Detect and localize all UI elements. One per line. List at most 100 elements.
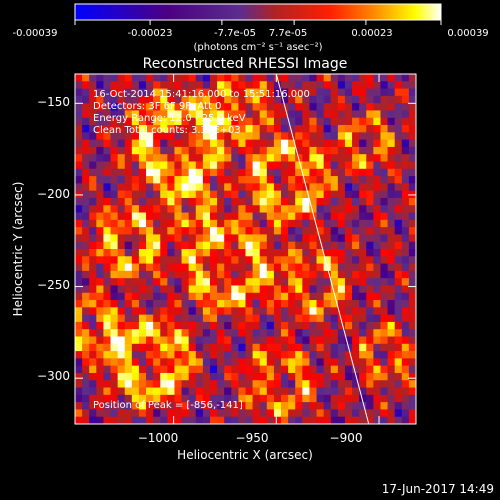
heatmap-cell (344, 292, 353, 301)
heatmap-cell (401, 372, 410, 381)
heatmap-cell (238, 314, 247, 323)
heatmap-cell (245, 351, 254, 359)
heatmap-cell (387, 132, 396, 141)
heatmap-cell (309, 81, 318, 90)
heatmap-cell (288, 146, 296, 155)
heatmap-cell (146, 409, 154, 418)
heatmap-cell (188, 402, 197, 411)
heatmap-cell (138, 336, 147, 345)
heatmap-cell (160, 394, 168, 403)
heatmap-cell (288, 321, 296, 330)
heatmap-cell (231, 234, 239, 243)
heatmap-cell (195, 300, 204, 308)
heatmap-cell (103, 343, 112, 352)
heatmap-cell (174, 314, 183, 323)
heatmap-cell (245, 161, 254, 170)
heatmap-cell (323, 146, 332, 155)
heatmap-cell (309, 416, 318, 424)
heatmap-cell (359, 372, 367, 381)
heatmap-cell (209, 343, 218, 352)
heatmap-cell (82, 314, 90, 323)
heatmap-cell (330, 88, 339, 97)
heatmap-cell (181, 358, 190, 367)
heatmap-cell (394, 300, 403, 308)
heatmap-cell (96, 139, 105, 148)
heatmap-cell (160, 409, 168, 418)
heatmap-cell (89, 139, 97, 148)
heatmap-cell (117, 358, 126, 367)
heatmap-cell (146, 394, 154, 403)
heatmap-cell (316, 190, 325, 199)
heatmap-cell (387, 125, 396, 133)
heatmap-cell (82, 343, 90, 352)
heatmap-cell (188, 351, 197, 359)
heatmap-cell (153, 117, 161, 126)
heatmap-cell (273, 168, 282, 177)
heatmap-cell (366, 176, 374, 184)
heatmap-cell (103, 110, 112, 119)
heatmap-cell (167, 402, 176, 411)
heatmap-cell (380, 161, 389, 170)
heatmap-cell (273, 227, 282, 236)
heatmap-cell (75, 219, 83, 228)
heatmap-cell (224, 321, 232, 330)
heatmap-cell (188, 307, 197, 316)
heatmap-cell (110, 132, 119, 141)
heatmap-cell (316, 146, 325, 155)
heatmap-cell (124, 300, 133, 308)
heatmap-cell (174, 380, 183, 389)
heatmap-cell (273, 416, 282, 424)
heatmap-cell (245, 168, 254, 177)
heatmap-cell (273, 125, 282, 133)
heatmap-cell (245, 139, 254, 148)
heatmap-cell (82, 190, 90, 199)
heatmap-cell (202, 314, 211, 323)
heatmap-cell (89, 197, 97, 206)
heatmap-cell (89, 95, 97, 104)
heatmap-cell (82, 372, 90, 381)
heatmap-cell (96, 234, 105, 243)
heatmap-cell (245, 219, 254, 228)
heatmap-cell (75, 351, 83, 359)
heatmap-cell (224, 380, 232, 389)
heatmap-cell (96, 402, 105, 411)
heatmap-cell (195, 95, 204, 104)
heatmap-cell (202, 409, 211, 418)
heatmap-cell (259, 190, 268, 199)
heatmap-cell (316, 205, 325, 214)
heatmap-cell (259, 212, 268, 221)
heatmap-cell (231, 183, 239, 192)
heatmap-cell (366, 278, 374, 287)
heatmap-cell (146, 300, 154, 308)
heatmap-cell (82, 161, 90, 170)
heatmap-cell (202, 343, 211, 352)
heatmap-cell (195, 176, 204, 184)
heatmap-cell (323, 372, 332, 381)
heatmap-cell (288, 176, 296, 184)
heatmap-cell (281, 146, 289, 155)
heatmap-cell (238, 336, 247, 345)
heatmap-cell (288, 409, 296, 418)
heatmap-cell (330, 117, 339, 126)
heatmap-cell (89, 212, 97, 221)
heatmap-cell (387, 146, 396, 155)
heatmap-cell (330, 402, 339, 411)
heatmap-cell (195, 88, 204, 97)
heatmap-cell (359, 81, 367, 90)
heatmap-cell (273, 394, 282, 403)
heatmap-cell (288, 88, 296, 97)
heatmap-cell (217, 300, 225, 308)
heatmap-cell (309, 343, 318, 352)
heatmap-cell (160, 321, 168, 330)
heatmap-cell (380, 256, 389, 265)
heatmap-cell (288, 190, 296, 199)
heatmap-cell (124, 132, 133, 141)
heatmap-cell (394, 314, 403, 323)
heatmap-cell (138, 183, 147, 192)
heatmap-cell (195, 125, 204, 133)
heatmap-cell (259, 394, 268, 403)
heatmap-cell (295, 300, 303, 308)
heatmap-cell (89, 416, 97, 424)
heatmap-cell (309, 154, 318, 163)
heatmap-cell (131, 103, 140, 112)
